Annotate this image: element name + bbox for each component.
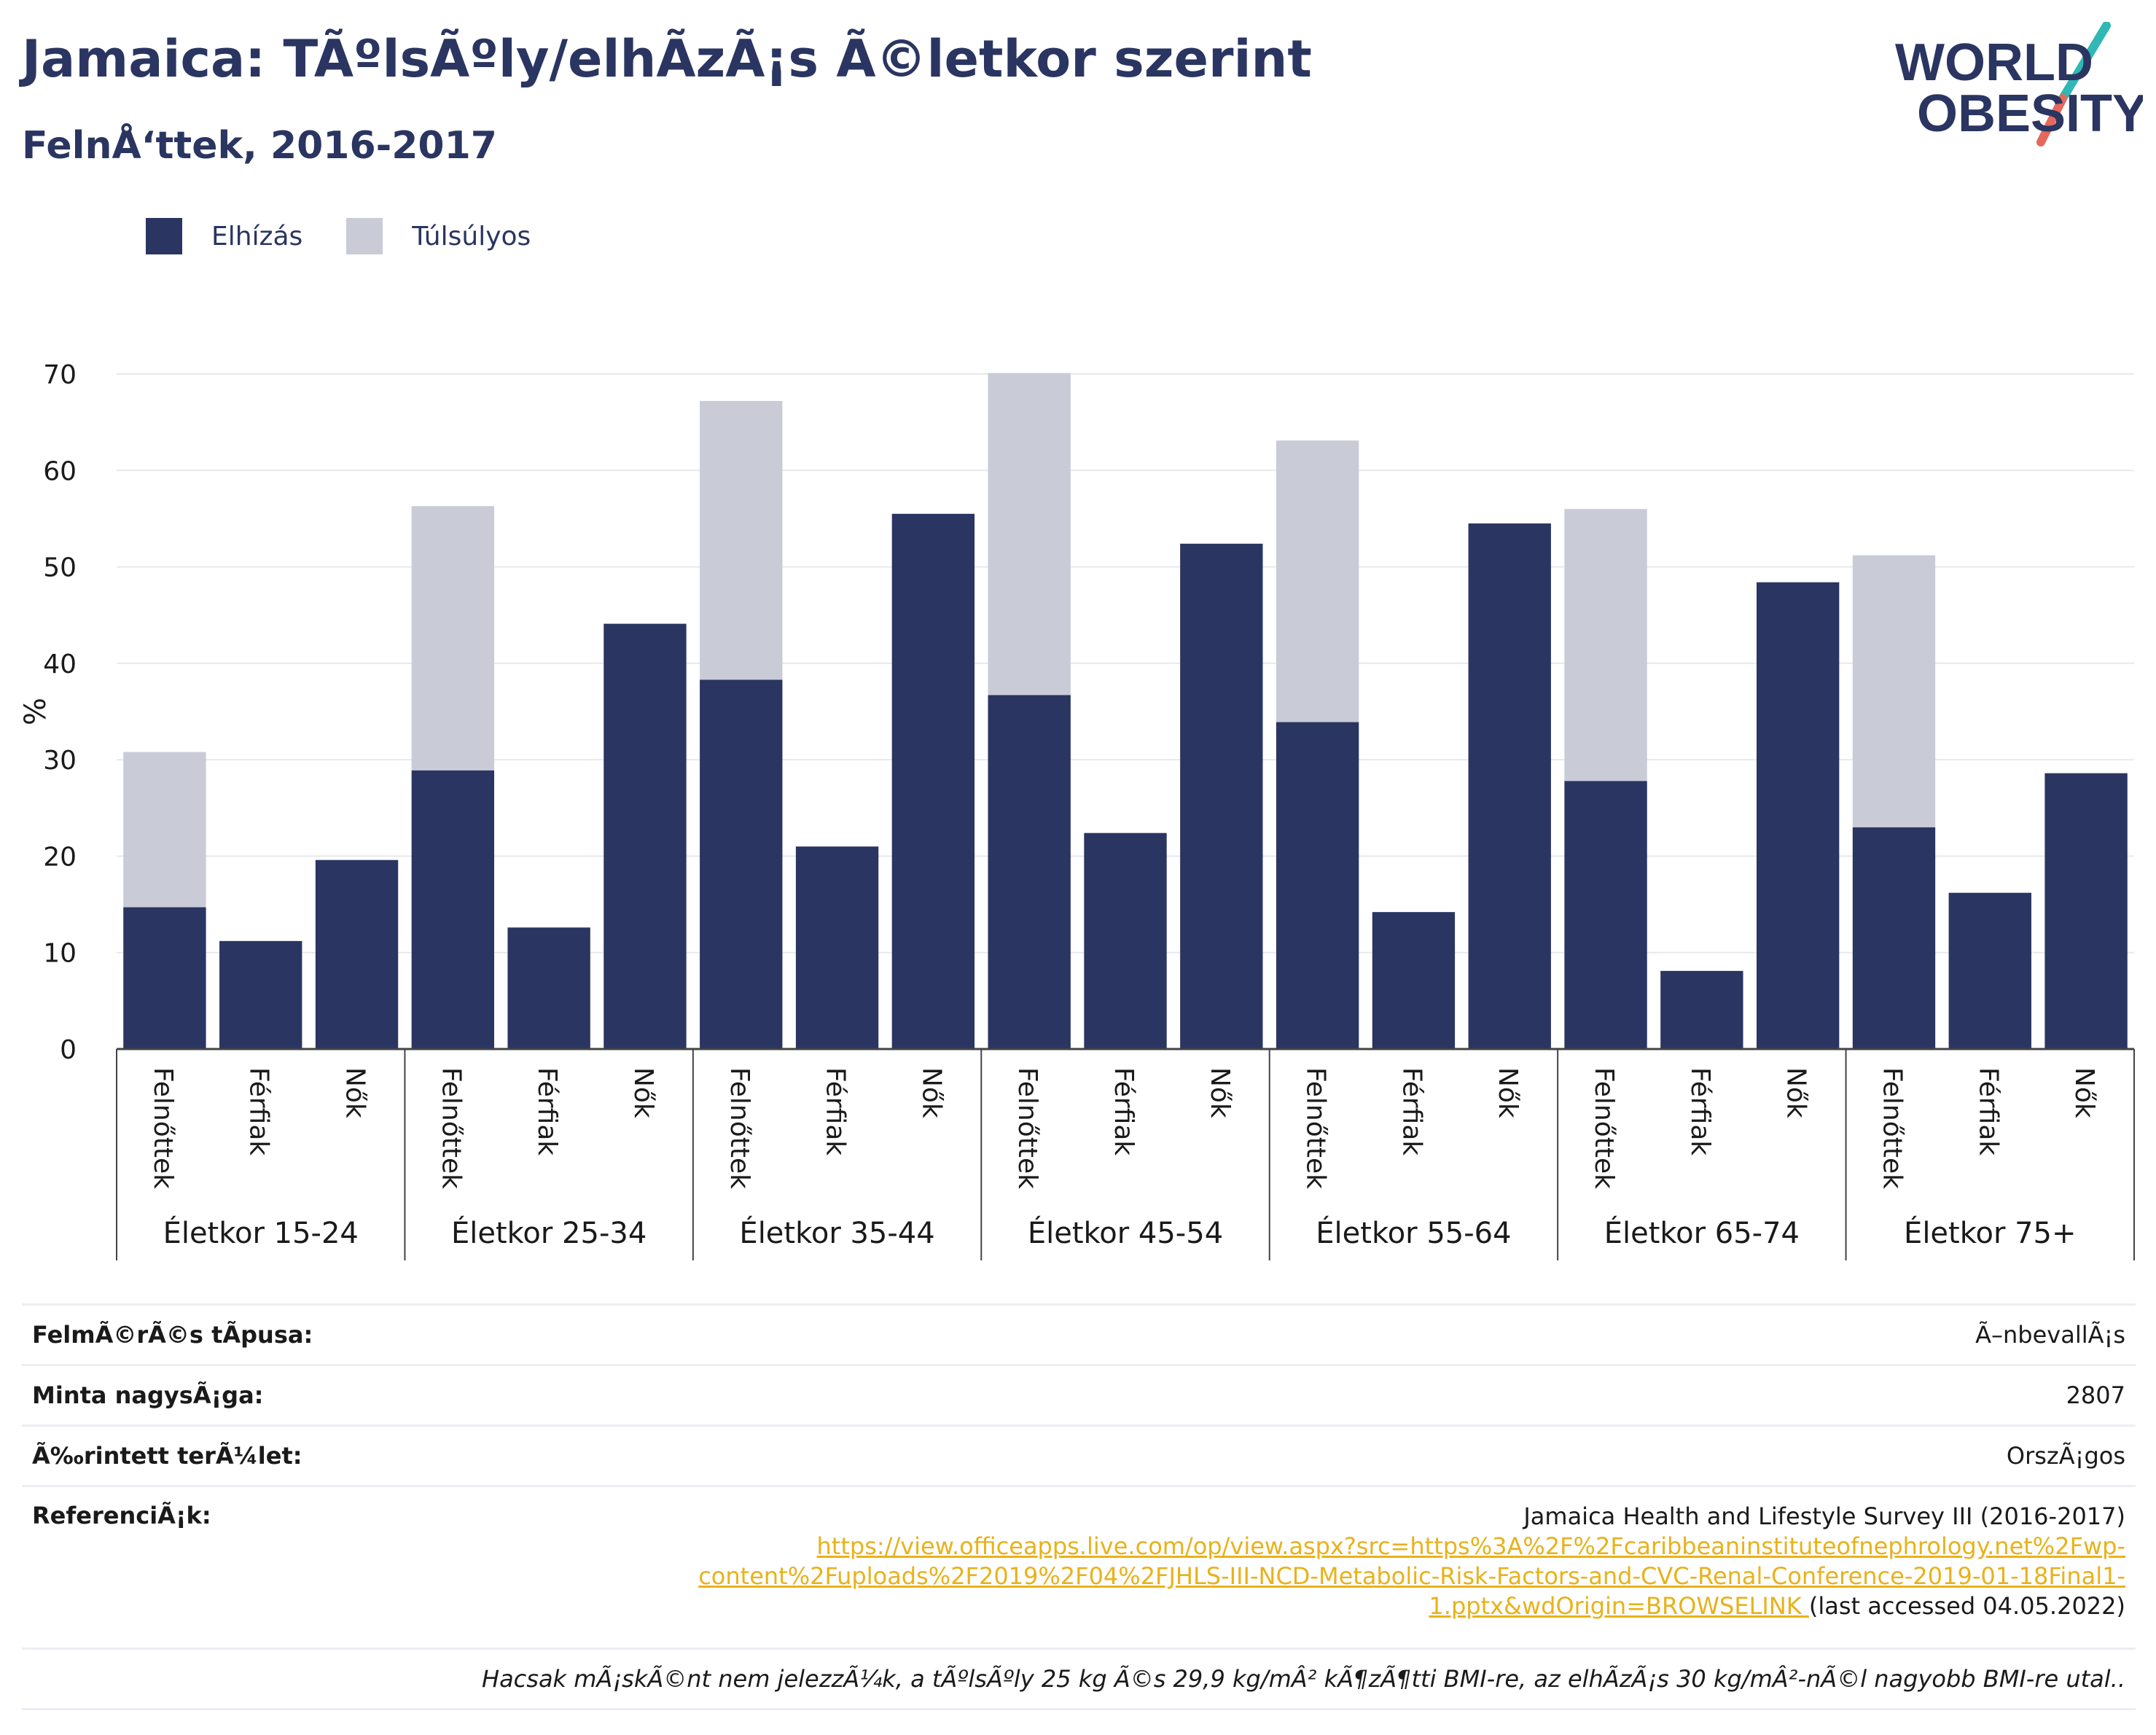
references-label: ReferenciÃ¡k: bbox=[32, 1502, 211, 1529]
bar-obesity bbox=[604, 623, 687, 1049]
legend-item-obesity: Elhízás bbox=[146, 218, 302, 254]
y-tick-label: 60 bbox=[43, 456, 77, 486]
logo-text-obesity: OBESITY bbox=[1917, 85, 2143, 143]
bar-obesity bbox=[1468, 523, 1551, 1049]
x-group-label: Életkor 75+ bbox=[1904, 1215, 2076, 1250]
x-tick-label: Férfiak bbox=[821, 1067, 851, 1155]
info-table: FelmÃ©rÃ©s tÃpusa: Ã–nbevallÃ¡s Minta na… bbox=[22, 1303, 2136, 1710]
x-tick-label: Felnőttek bbox=[436, 1067, 466, 1189]
y-axis-label: % bbox=[19, 698, 52, 725]
y-tick-label: 10 bbox=[43, 939, 77, 969]
x-group-label: Életkor 55-64 bbox=[1316, 1215, 1511, 1250]
reference-url-line: https://view.officeapps.live.com/op/view… bbox=[816, 1532, 2125, 1560]
info-row-area: Ã‰rintett terÃ¼let: OrszÃ¡gos bbox=[22, 1424, 2136, 1485]
x-tick-label: Nők bbox=[1493, 1067, 1523, 1118]
legend-label-overweight: Túlsúlyos bbox=[412, 221, 531, 252]
survey-type-value: Ã–nbevallÃ¡s bbox=[1975, 1321, 2125, 1349]
reference-title: Jamaica Health and Lifestyle Survey III … bbox=[1523, 1502, 2125, 1530]
bar-overweight bbox=[700, 401, 783, 680]
x-group-label: Életkor 45-54 bbox=[1028, 1215, 1223, 1250]
chart-subtitle: FelnÅ‘ttek, 2016-2017 bbox=[22, 124, 497, 168]
reference-url-line: content%2Fuploads%2F2019%2F04%2FJHLS-III… bbox=[698, 1562, 2125, 1590]
x-tick-label: Férfiak bbox=[1973, 1067, 2003, 1155]
x-group-label: Életkor 35-44 bbox=[739, 1215, 934, 1250]
bar-overweight bbox=[1852, 555, 1936, 827]
bar-obesity bbox=[891, 513, 975, 1049]
references-value: Jamaica Health and Lifestyle Survey III … bbox=[698, 1502, 2125, 1621]
y-tick-label: 20 bbox=[43, 842, 77, 872]
sample-size-label: Minta nagysÃ¡ga: bbox=[32, 1381, 264, 1409]
bar-obesity bbox=[315, 859, 399, 1049]
bar-obesity bbox=[1564, 781, 1647, 1049]
bar-obesity bbox=[1372, 912, 1456, 1049]
x-tick-label: Felnőttek bbox=[1589, 1067, 1619, 1189]
bar-overweight bbox=[123, 752, 206, 908]
bar-overweight bbox=[1276, 440, 1359, 722]
x-tick-label: Felnőttek bbox=[1301, 1067, 1331, 1189]
x-tick-label: Férfiak bbox=[532, 1067, 562, 1155]
bar-obesity bbox=[1660, 970, 1743, 1049]
x-tick-label: Felnőttek bbox=[148, 1067, 178, 1189]
reference-url-line: 1.pptx&wdOrigin=BROWSELINK bbox=[1429, 1592, 1802, 1620]
x-tick-label: Felnőttek bbox=[1877, 1067, 1907, 1189]
x-tick-label: Férfiak bbox=[244, 1067, 274, 1155]
reference-link[interactable]: https://view.officeapps.live.com/op/view… bbox=[698, 1532, 2125, 1620]
bar-obesity bbox=[1756, 582, 1840, 1049]
legend-swatch-overweight bbox=[346, 218, 383, 254]
info-row-sample-size: Minta nagysÃ¡ga: 2807 bbox=[22, 1364, 2136, 1424]
reference-accessed: (last accessed 04.05.2022) bbox=[1808, 1592, 2125, 1620]
info-row-survey-type: FelmÃ©rÃ©s tÃpusa: Ã–nbevallÃ¡s bbox=[22, 1303, 2136, 1364]
footnote: Hacsak mÃ¡skÃ©nt nem jelezzÃ¼k, a tÃºlsÃ… bbox=[482, 1665, 2125, 1693]
chart-legend: Elhízás Túlsúlyos bbox=[146, 217, 574, 255]
x-tick-label: Nők bbox=[340, 1067, 370, 1118]
y-tick-label: 40 bbox=[43, 650, 77, 679]
bar-obesity bbox=[507, 927, 590, 1049]
bar-obesity bbox=[219, 940, 302, 1049]
bar-overweight bbox=[1564, 509, 1647, 781]
bar-overweight bbox=[988, 373, 1071, 695]
x-group-label: Életkor 65-74 bbox=[1604, 1215, 1800, 1250]
sample-size-value: 2807 bbox=[2066, 1381, 2125, 1409]
bar-chart: 0 10 20 30 40 50 60 70% Felnőttek Férfiak Nők Felnő… bbox=[19, 360, 2135, 1260]
x-tick-label: Nők bbox=[1205, 1067, 1235, 1118]
survey-type-label: FelmÃ©rÃ©s tÃpusa: bbox=[32, 1321, 313, 1349]
y-tick-label: 30 bbox=[43, 746, 77, 776]
info-row-note: Hacsak mÃ¡skÃ©nt nem jelezzÃ¼k, a tÃºlsÃ… bbox=[22, 1648, 2136, 1710]
legend-label-obesity: Elhízás bbox=[211, 221, 303, 252]
area-label: Ã‰rintett terÃ¼let: bbox=[32, 1442, 302, 1470]
x-tick-label: Nők bbox=[1781, 1067, 1811, 1118]
legend-swatch-obesity bbox=[146, 218, 182, 254]
bar-obesity bbox=[1276, 722, 1359, 1049]
bar-obesity bbox=[700, 679, 783, 1049]
y-tick-label: 0 bbox=[60, 1035, 77, 1065]
bar-obesity bbox=[1852, 827, 1936, 1049]
x-tick-label: Felnőttek bbox=[1012, 1067, 1042, 1189]
y-tick-label: 50 bbox=[43, 553, 77, 583]
bar-obesity bbox=[988, 695, 1071, 1049]
bar-obesity bbox=[795, 846, 879, 1049]
info-row-references: ReferenciÃ¡k: Jamaica Health and Lifesty… bbox=[22, 1485, 2136, 1648]
x-tick-label: Férfiak bbox=[1685, 1067, 1715, 1155]
bar-obesity bbox=[411, 770, 495, 1049]
x-tick-label: Nők bbox=[2069, 1067, 2099, 1118]
x-group-label: Életkor 25-34 bbox=[451, 1215, 647, 1250]
area-value: OrszÃ¡gos bbox=[2006, 1442, 2125, 1470]
bar-obesity bbox=[123, 907, 206, 1049]
bar-obesity bbox=[1084, 833, 1167, 1049]
x-tick-label: Férfiak bbox=[1109, 1067, 1138, 1155]
legend-item-overweight: Túlsúlyos bbox=[346, 218, 531, 254]
x-group-label: Életkor 15-24 bbox=[163, 1215, 359, 1250]
logo-text-world: WORLD bbox=[1895, 34, 2093, 92]
bar-obesity bbox=[2044, 773, 2128, 1049]
bar-obesity bbox=[1180, 543, 1263, 1049]
bar-obesity bbox=[1948, 892, 2031, 1049]
y-tick-label: 70 bbox=[43, 360, 77, 390]
x-tick-label: Nők bbox=[916, 1067, 946, 1118]
bar-overweight bbox=[411, 506, 495, 771]
chart-title: Jamaica: TÃºlsÃºly/elhÃ­zÃ¡s Ã©letkor sz… bbox=[22, 29, 1312, 89]
x-tick-label: Felnőttek bbox=[724, 1067, 754, 1189]
x-tick-label: Férfiak bbox=[1397, 1067, 1426, 1155]
world-obesity-logo: WORLD OBESITY bbox=[1895, 22, 2143, 147]
x-tick-label: Nők bbox=[628, 1067, 658, 1118]
